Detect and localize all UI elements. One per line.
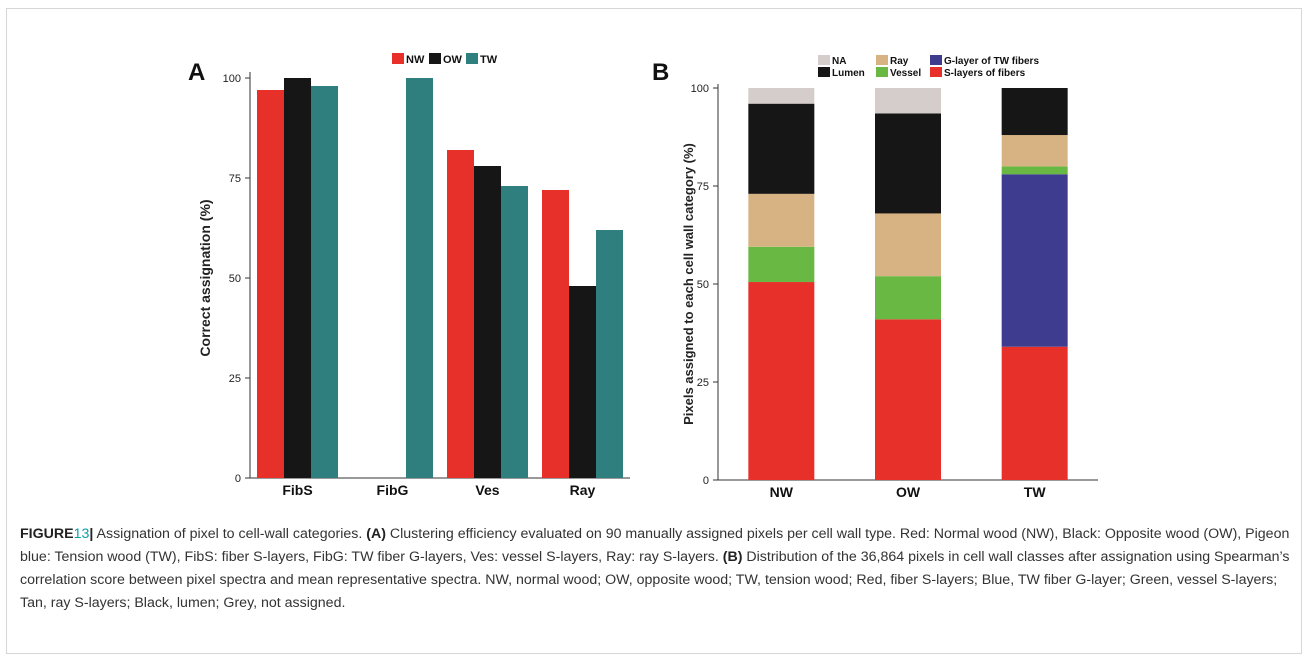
stack-tw-s-layers-of-fibers	[1001, 346, 1068, 480]
stack-tw-vessel	[1001, 166, 1068, 175]
legend-swatch-s-layers-of-fibers	[930, 67, 942, 77]
panel-b-legend: NA Ray G-layer of TW fibers Lumen Vessel S-la…	[818, 55, 1039, 79]
panel-b-y-tick-label: 75	[697, 181, 709, 193]
bar-ves-nw	[447, 150, 474, 478]
panel-a-y-tick-label: 25	[229, 373, 241, 385]
stack-nw-vessel	[748, 246, 815, 283]
panel-b-chart: B Pixels assigned to each cell wall cate…	[652, 55, 1098, 500]
legend-label-tw: TW	[480, 54, 498, 66]
legend-label-lumen: Lumen	[832, 68, 865, 79]
panel-b-x-tick-label: TW	[1024, 484, 1047, 500]
bar-fibs-nw	[257, 90, 284, 478]
caption-a-label: (A)	[366, 526, 386, 542]
stack-tw-lumen	[1001, 88, 1068, 136]
stack-tw-g-layer-of-tw-fibers	[1001, 174, 1068, 347]
legend-swatch-nw	[392, 53, 404, 64]
panel-a-legend: NW OW TW	[392, 53, 498, 66]
panel-a-y-tick-label: 75	[229, 173, 241, 185]
legend-label-g-layer-of-tw-fibers: G-layer of TW fibers	[944, 56, 1039, 67]
bar-ray-nw	[542, 190, 569, 478]
panel-a-y-tick-label: 50	[229, 273, 241, 285]
stack-nw-ray	[748, 193, 815, 247]
caption-b-label: (B)	[722, 549, 743, 565]
legend-swatch-lumen	[818, 67, 830, 77]
bar-fibg-tw	[406, 78, 433, 478]
panel-b-x-tick-label: OW	[896, 484, 921, 500]
caption-a-text: Clustering efficiency evaluated on 90 ma…	[20, 526, 1290, 565]
panel-b-y-tick-label: 25	[697, 377, 709, 389]
caption-figure-word: FIGURE	[20, 526, 74, 542]
legend-swatch-ow	[429, 53, 441, 64]
legend-label-na: NA	[832, 56, 846, 67]
panel-a-x-tick-label: FibG	[377, 482, 409, 498]
bar-ray-tw	[596, 230, 623, 478]
caption-separator: |	[89, 526, 94, 542]
panel-a-label: A	[188, 59, 205, 86]
stack-nw-na	[748, 88, 815, 104]
panel-a-x-tick-label: Ray	[570, 482, 596, 498]
stack-ow-ray	[875, 213, 941, 277]
stack-tw-ray	[1001, 135, 1068, 167]
panel-a-y-tick-label: 0	[235, 473, 241, 485]
caption-figure-number: 13	[73, 526, 90, 542]
bar-ray-ow	[569, 286, 596, 478]
legend-swatch-tw	[466, 53, 478, 64]
panel-b-y-axis-label: Pixels assigned to each cell wall catego…	[681, 143, 696, 425]
panel-a-y-axis-label: Correct assignation (%)	[197, 199, 213, 356]
panel-a-x-tick-label: FibS	[282, 482, 312, 498]
caption-b-text: Distribution of the 36,864 pixels in cel…	[20, 549, 1290, 611]
stack-nw-lumen	[748, 103, 815, 194]
panel-b-y-tick-label: 50	[697, 279, 709, 291]
panel-b-y-tick-label: 0	[703, 475, 709, 487]
legend-label-ow: OW	[443, 54, 463, 66]
stack-ow-na	[875, 88, 941, 114]
panel-b-bars: NW OW TW	[748, 88, 1068, 500]
bar-fibs-tw	[311, 86, 338, 478]
stack-ow-lumen	[875, 113, 941, 214]
bar-fibs-ow	[284, 78, 311, 478]
panel-a-y-tick-label: 100	[223, 73, 241, 85]
figure-charts: A Correct assignation (%) 0 25 50 75 100 Fib…	[188, 53, 1098, 500]
bar-ves-tw	[501, 186, 528, 478]
legend-swatch-na	[818, 55, 830, 65]
stack-nw-s-layers-of-fibers	[748, 282, 815, 480]
panel-a-chart: A Correct assignation (%) 0 25 50 75 100 Fib…	[188, 53, 630, 498]
stack-ow-vessel	[875, 276, 941, 320]
legend-swatch-vessel	[876, 67, 888, 77]
stack-ow-s-layers-of-fibers	[875, 319, 941, 480]
panel-b-y-tick-label: 100	[691, 83, 709, 95]
bar-ves-ow	[474, 166, 501, 478]
panel-b-x-tick-label: NW	[770, 484, 794, 500]
figure-caption: FIGURE13| Assignation of pixel to cell-w…	[20, 523, 1292, 615]
caption-intro: Assignation of pixel to cell-wall catego…	[93, 526, 367, 542]
panel-b-label: B	[652, 59, 669, 86]
legend-swatch-g-layer-of-tw-fibers	[930, 55, 942, 65]
legend-label-vessel: Vessel	[890, 68, 921, 79]
panel-a-x-tick-label: Ves	[475, 482, 499, 498]
legend-label-nw: NW	[406, 54, 425, 66]
legend-label-s-layers-of-fibers: S-layers of fibers	[944, 68, 1026, 79]
panel-a-bars: FibS FibG Ves Ray	[257, 78, 623, 498]
legend-swatch-ray	[876, 55, 888, 65]
figure-frame	[6, 8, 1302, 654]
legend-label-ray: Ray	[890, 56, 909, 67]
